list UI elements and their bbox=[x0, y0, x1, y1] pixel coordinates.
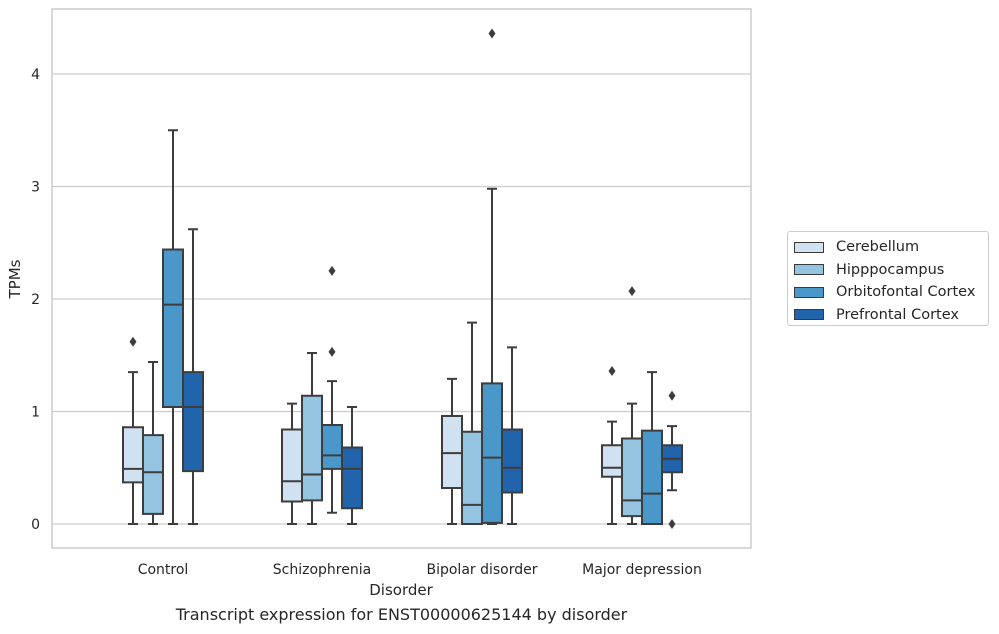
y-tick-label: 1 bbox=[31, 405, 40, 421]
iqr-box bbox=[601, 444, 623, 478]
legend-swatch bbox=[794, 309, 824, 321]
y-tick-label: 3 bbox=[31, 180, 40, 196]
box bbox=[661, 390, 683, 529]
y-axis-label: TPMs bbox=[6, 259, 24, 299]
box bbox=[301, 352, 323, 525]
plot-frame bbox=[51, 8, 752, 549]
y-tick-label: 2 bbox=[31, 292, 40, 308]
legend-label: Prefrontal Cortex bbox=[836, 306, 959, 323]
iqr-box bbox=[621, 437, 643, 518]
iqr-box bbox=[461, 430, 483, 525]
box bbox=[601, 366, 623, 525]
series-prefrontal-cortex bbox=[182, 228, 683, 529]
legend-item: Cerebellum bbox=[794, 236, 988, 259]
iqr-box bbox=[122, 426, 144, 484]
box bbox=[321, 265, 343, 514]
x-axis-ticks: Control Schizophrenia Bipolar disorder Majo… bbox=[138, 562, 702, 578]
iqr-box bbox=[162, 248, 184, 408]
outlier-point bbox=[608, 366, 616, 376]
outlier-point bbox=[668, 390, 676, 401]
box bbox=[281, 402, 303, 525]
y-tick-label: 0 bbox=[31, 517, 40, 533]
legend: Cerebellum Hipppocampus Orbitofontal Corte… bbox=[787, 231, 989, 326]
outlier-point bbox=[488, 28, 496, 39]
y-tick-label: 4 bbox=[31, 67, 40, 83]
iqr-box bbox=[182, 371, 204, 473]
box bbox=[501, 346, 523, 525]
box-plot-series bbox=[122, 28, 683, 529]
box bbox=[641, 371, 663, 525]
x-tick-label: Control bbox=[138, 562, 189, 578]
iqr-box bbox=[501, 428, 523, 494]
legend-item: Orbitofontal Cortex bbox=[794, 281, 988, 304]
iqr-box bbox=[321, 424, 343, 470]
iqr-box bbox=[641, 429, 663, 525]
legend-swatch bbox=[794, 241, 824, 253]
iqr-box bbox=[341, 446, 363, 510]
outlier-point bbox=[129, 336, 137, 347]
outlier-point bbox=[328, 346, 336, 357]
box bbox=[481, 28, 503, 525]
legend-label: Hipppocampus bbox=[836, 261, 945, 278]
x-tick-label: Schizophrenia bbox=[273, 562, 371, 578]
legend-label: Orbitofontal Cortex bbox=[836, 284, 976, 301]
box bbox=[162, 129, 184, 525]
legend-swatch bbox=[794, 286, 824, 298]
legend-swatch bbox=[794, 264, 824, 276]
box bbox=[621, 286, 643, 525]
iqr-box bbox=[301, 394, 323, 502]
box bbox=[441, 377, 463, 525]
box bbox=[461, 321, 483, 525]
x-axis-label: Disorder bbox=[369, 581, 433, 599]
series-hipppocampus bbox=[142, 286, 643, 525]
box bbox=[122, 336, 144, 525]
legend-item: Hipppocampus bbox=[794, 259, 988, 282]
outlier-point bbox=[328, 265, 336, 276]
chart-title: Transcript expression for ENST0000062514… bbox=[175, 605, 628, 624]
series-orbitofontal-cortex bbox=[162, 28, 663, 525]
x-tick-label: Major depression bbox=[582, 562, 702, 578]
iqr-box bbox=[142, 434, 164, 515]
outlier-point bbox=[668, 519, 676, 529]
iqr-box bbox=[281, 428, 303, 503]
legend-item: Prefrontal Cortex bbox=[794, 304, 988, 327]
outlier-point bbox=[628, 286, 636, 297]
x-tick-label: Bipolar disorder bbox=[426, 562, 537, 578]
iqr-box bbox=[481, 382, 503, 524]
box bbox=[142, 361, 164, 525]
box bbox=[182, 228, 204, 525]
legend-label: Cerebellum bbox=[836, 239, 920, 256]
box bbox=[341, 406, 363, 525]
iqr-box bbox=[441, 415, 463, 489]
y-axis-ticks: 0 1 2 3 4 bbox=[31, 67, 40, 533]
